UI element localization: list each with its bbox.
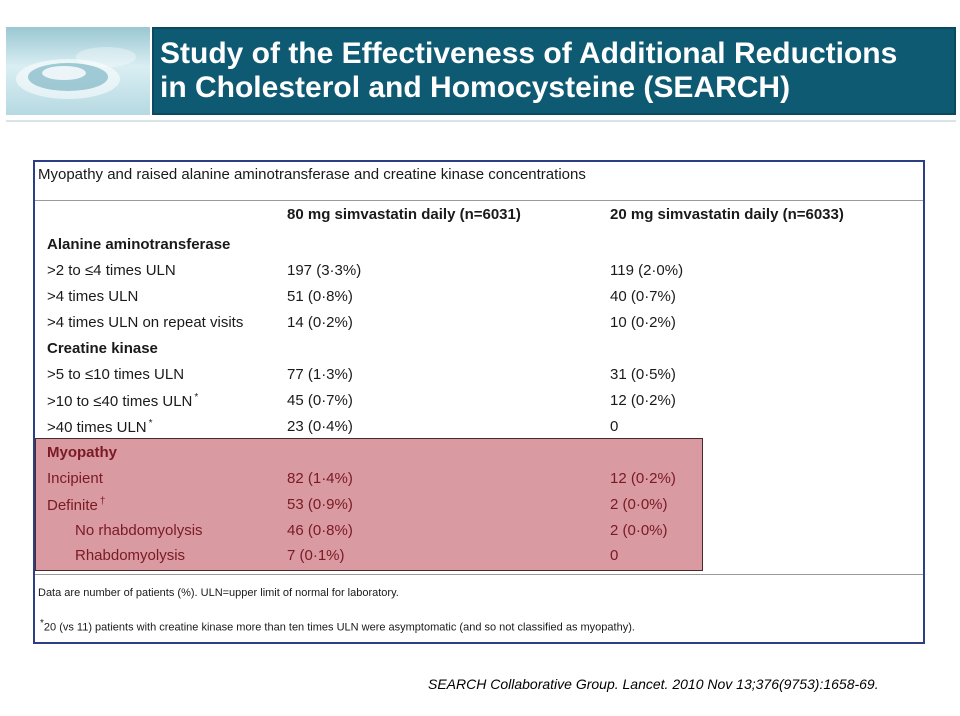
value-80mg: 53 (0·9%)	[287, 496, 353, 513]
value-20mg: 10 (0·2%)	[610, 314, 676, 331]
page-title-line-1: Study of the Effectiveness of Additional…	[160, 37, 898, 70]
row-label: >4 times ULN	[47, 288, 139, 305]
value-20mg: 12 (0·2%)	[610, 392, 676, 409]
row-label: >40 times ULN *	[47, 418, 153, 436]
section-title: Alanine aminotransferase	[47, 236, 231, 253]
row-label: No rhabdomyolysis	[75, 522, 203, 539]
value-20mg: 0	[610, 547, 619, 564]
value-20mg: 2 (0·0%)	[610, 496, 668, 513]
table-row: No rhabdomyolysis 46 (0·8%) 2 (0·0%)	[35, 519, 923, 545]
value-80mg: 23 (0·4%)	[287, 418, 353, 435]
row-label: >5 to ≤10 times ULN	[47, 366, 185, 383]
footnote-divider	[35, 574, 923, 575]
row-label: >2 to ≤4 times ULN	[47, 262, 176, 279]
header-divider	[6, 120, 956, 122]
value-20mg: 31 (0·5%)	[610, 366, 676, 383]
section-row-myopathy: Myopathy	[35, 441, 923, 467]
table-caption: Myopathy and raised alanine aminotransfe…	[38, 166, 586, 183]
column-header-80mg: 80 mg simvastatin daily (n=6031)	[287, 206, 521, 223]
value-20mg: 0	[610, 418, 619, 435]
results-table-panel: Myopathy and raised alanine aminotransfe…	[33, 160, 925, 644]
value-80mg: 77 (1·3%)	[287, 366, 353, 383]
value-20mg: 40 (0·7%)	[610, 288, 676, 305]
value-80mg: 7 (0·1%)	[287, 547, 345, 564]
section-title: Creatine kinase	[47, 340, 158, 357]
row-label: Rhabdomyolysis	[75, 547, 186, 564]
footnote-mark: *	[194, 392, 199, 403]
value-80mg: 197 (3·3%)	[287, 262, 362, 279]
myopathy-highlight	[35, 438, 703, 571]
title-bar: Study of the Effectiveness of Additional…	[152, 27, 956, 115]
table-row: >2 to ≤4 times ULN 197 (3·3%) 119 (2·0%)	[35, 259, 923, 285]
section-row-ck: Creatine kinase	[35, 337, 923, 363]
row-label: Definite †	[47, 496, 106, 514]
column-header-20mg: 20 mg simvastatin daily (n=6033)	[610, 206, 844, 223]
footnote-asymptomatic: *20 (vs 11) patients with creatine kinas…	[40, 618, 635, 634]
row-label: >10 to ≤40 times ULN *	[47, 392, 199, 410]
row-label: Incipient	[47, 470, 103, 487]
table-row: Incipient 82 (1·4%) 12 (0·2%)	[35, 467, 923, 493]
logo-graphic	[6, 27, 150, 115]
row-label: >4 times ULN on repeat visits	[47, 314, 244, 331]
value-80mg: 51 (0·8%)	[287, 288, 353, 305]
table-row: >10 to ≤40 times ULN * 45 (0·7%) 12 (0·2%…	[35, 389, 923, 415]
page-title-line-2: in Cholesterol and Homocysteine (SEARCH)	[160, 71, 791, 104]
table-row: >4 times ULN on repeat visits 14 (0·2%) …	[35, 311, 923, 337]
value-80mg: 45 (0·7%)	[287, 392, 353, 409]
value-80mg: 14 (0·2%)	[287, 314, 353, 331]
section-title: Myopathy	[47, 444, 118, 461]
table-row: >4 times ULN 51 (0·8%) 40 (0·7%)	[35, 285, 923, 311]
value-20mg: 119 (2·0%)	[610, 262, 684, 279]
section-row-alt: Alanine aminotransferase	[35, 233, 923, 259]
footnote-abbreviations: Data are number of patients (%). ULN=upp…	[38, 587, 399, 599]
value-80mg: 82 (1·4%)	[287, 470, 353, 487]
source-citation: SEARCH Collaborative Group. Lancet. 2010…	[428, 676, 879, 692]
table-row: >5 to ≤10 times ULN 77 (1·3%) 31 (0·5%)	[35, 363, 923, 389]
footnote-mark: *	[148, 418, 153, 429]
value-20mg: 2 (0·0%)	[610, 522, 668, 539]
footnote-mark: †	[99, 496, 106, 507]
value-20mg: 12 (0·2%)	[610, 470, 676, 487]
table-row: Definite † 53 (0·9%) 2 (0·0%)	[35, 493, 923, 519]
value-80mg: 46 (0·8%)	[287, 522, 353, 539]
caption-divider	[35, 200, 923, 201]
table-row: >40 times ULN * 23 (0·4%) 0	[35, 415, 923, 441]
table-row: Rhabdomyolysis 7 (0·1%) 0	[35, 544, 923, 570]
